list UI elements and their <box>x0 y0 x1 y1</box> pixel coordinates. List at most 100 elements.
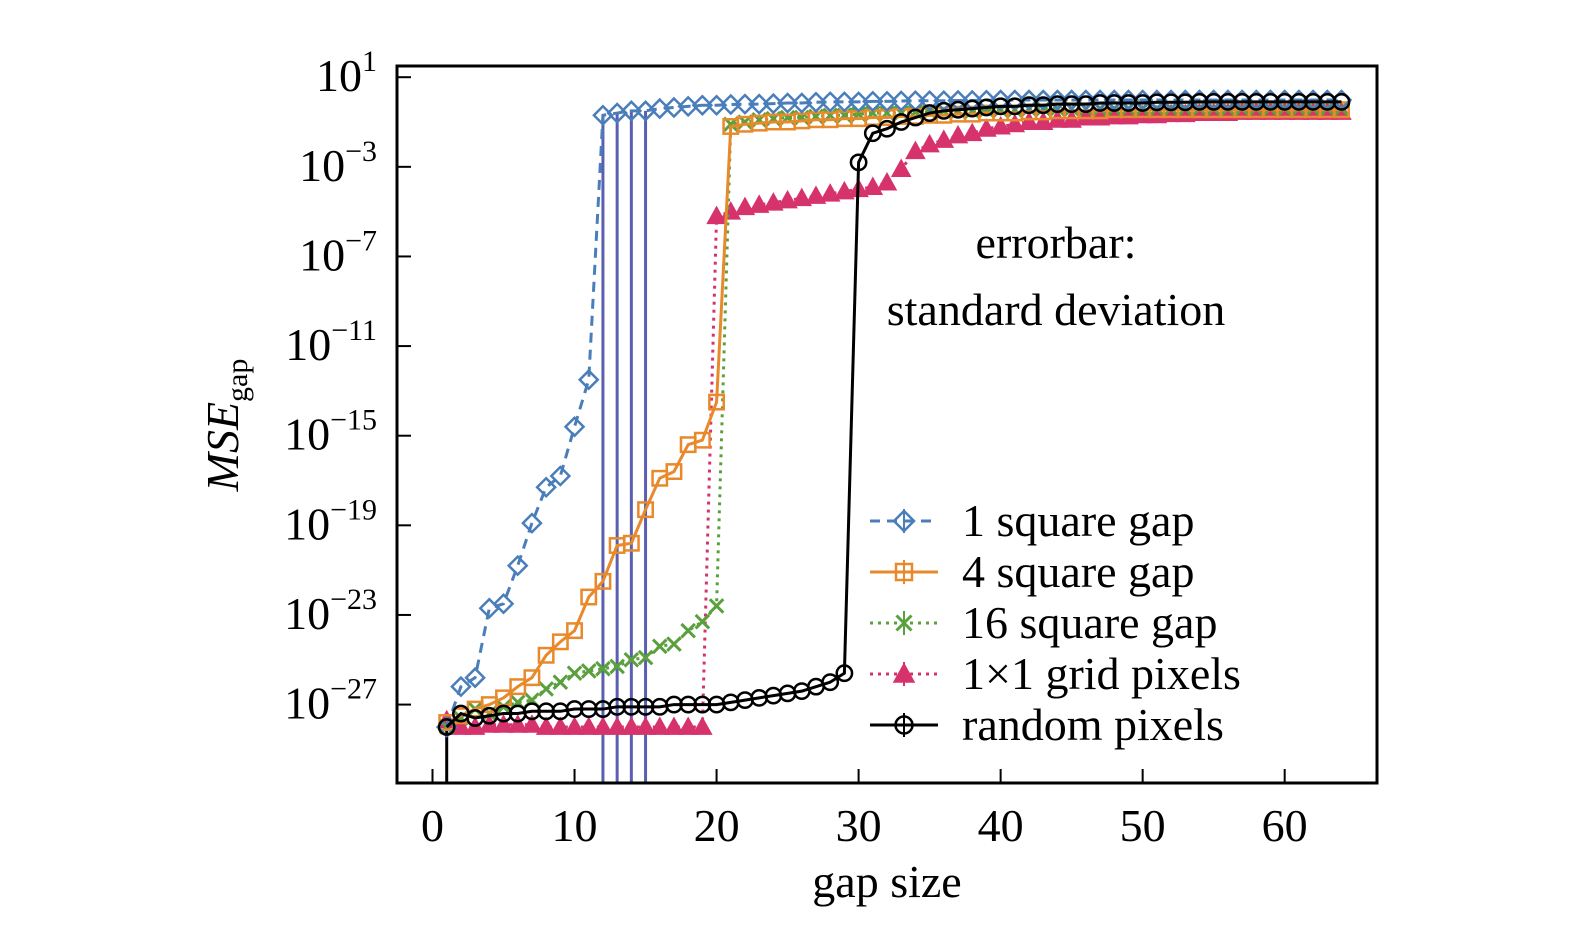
data-marker <box>1332 92 1351 111</box>
y-tick-label: 10−3 <box>299 135 377 191</box>
data-marker <box>535 716 557 735</box>
data-marker <box>578 716 600 735</box>
x-tick-label: 20 <box>694 800 740 851</box>
data-marker <box>819 91 841 113</box>
y-tick-label: 10−19 <box>284 493 377 549</box>
data-marker <box>1004 89 1026 111</box>
data-marker <box>595 660 611 677</box>
data-marker <box>592 716 614 735</box>
data-marker <box>635 716 656 735</box>
data-marker <box>437 718 456 736</box>
data-marker <box>566 622 583 640</box>
data-marker <box>947 124 969 144</box>
data-marker <box>776 92 799 114</box>
data-marker <box>890 90 912 112</box>
data-marker <box>1103 105 1125 125</box>
legend-label: 1 square gap <box>962 495 1194 546</box>
y-tick-base: 10 <box>284 678 330 729</box>
data-marker <box>577 368 600 391</box>
plot-area <box>435 89 1353 783</box>
plot-frame <box>395 64 1379 785</box>
data-marker <box>506 554 529 577</box>
data-marker <box>878 119 896 138</box>
data-marker <box>663 716 685 735</box>
y-tick-exponent: −11 <box>331 314 377 347</box>
data-marker <box>549 465 572 487</box>
data-marker <box>621 716 642 735</box>
legend-label: random pixels <box>962 699 1224 750</box>
data-marker <box>649 716 671 735</box>
data-marker <box>521 714 543 733</box>
data-marker <box>1075 106 1097 126</box>
legend-entry: 1 square gap <box>870 495 1194 546</box>
y-tick-label: 10−11 <box>285 314 377 370</box>
data-marker <box>535 476 557 499</box>
data-marker <box>1004 113 1026 133</box>
data-marker <box>835 664 854 683</box>
data-marker <box>677 716 699 735</box>
data-marker <box>1089 106 1111 126</box>
data-marker <box>680 622 696 639</box>
data-marker <box>833 91 856 113</box>
data-marker <box>894 715 914 735</box>
data-marker <box>666 636 682 652</box>
data-marker <box>492 592 515 615</box>
data-marker <box>918 89 941 112</box>
x-tick-label: 50 <box>1120 800 1166 851</box>
data-marker <box>1118 105 1139 125</box>
y-tick-label: 10−15 <box>284 404 377 460</box>
x-tick-label: 30 <box>836 800 882 851</box>
y-tick-base: 10 <box>299 229 345 280</box>
data-marker <box>821 673 840 692</box>
data-marker <box>580 663 597 679</box>
y-tick-label: 101 <box>316 45 377 101</box>
x-tick-label: 40 <box>978 800 1024 851</box>
data-marker <box>623 651 640 668</box>
legend-entry: 16 square gap <box>870 597 1217 648</box>
annotation-line-1: errorbar: <box>976 217 1137 268</box>
data-marker <box>892 662 916 683</box>
y-tick-exponent: −23 <box>330 583 377 616</box>
data-marker <box>450 675 472 698</box>
legend-label: 4 square gap <box>962 546 1194 597</box>
data-marker <box>976 118 997 137</box>
data-marker <box>1018 89 1040 111</box>
data-marker <box>580 588 598 606</box>
data-marker <box>905 140 926 160</box>
axis-ticks: 0 10 20 30 40 50 6010110−310−710−1110−1510−191… <box>284 45 1308 851</box>
data-marker <box>876 171 898 191</box>
errorbar-annotation: errorbar: standard deviation <box>887 217 1226 335</box>
data-marker <box>708 393 726 411</box>
y-tick-exponent: 1 <box>362 45 377 78</box>
y-axis-title: MSEgap <box>197 359 254 493</box>
series-random-pixels <box>437 92 1351 736</box>
y-tick-exponent: −15 <box>330 404 377 437</box>
data-marker <box>551 633 569 651</box>
data-marker <box>862 176 884 195</box>
legend-entry: 4 square gap <box>870 546 1194 597</box>
data-marker <box>694 613 711 630</box>
data-marker <box>620 100 643 122</box>
data-marker <box>1032 89 1054 111</box>
y-axis-title-subscript: gap <box>221 359 254 402</box>
data-marker <box>734 93 756 115</box>
data-marker <box>637 649 654 666</box>
data-marker <box>552 674 569 690</box>
data-marker <box>550 716 571 735</box>
data-marker <box>606 716 628 735</box>
data-marker <box>706 205 727 225</box>
y-tick-label: 10−27 <box>284 673 377 729</box>
x-tick-label: 0 <box>421 800 444 851</box>
y-tick-base: 10 <box>316 50 362 101</box>
data-marker <box>537 646 555 664</box>
data-marker <box>692 716 713 735</box>
data-marker <box>819 183 841 202</box>
y-tick-exponent: −19 <box>330 493 377 526</box>
annotation-line-2: standard deviation <box>887 284 1226 335</box>
data-marker <box>1060 89 1083 111</box>
y-tick-exponent: −7 <box>345 224 377 257</box>
data-marker <box>691 94 714 116</box>
legend-label: 1×1 grid pixels <box>962 648 1241 699</box>
data-marker <box>464 666 486 689</box>
